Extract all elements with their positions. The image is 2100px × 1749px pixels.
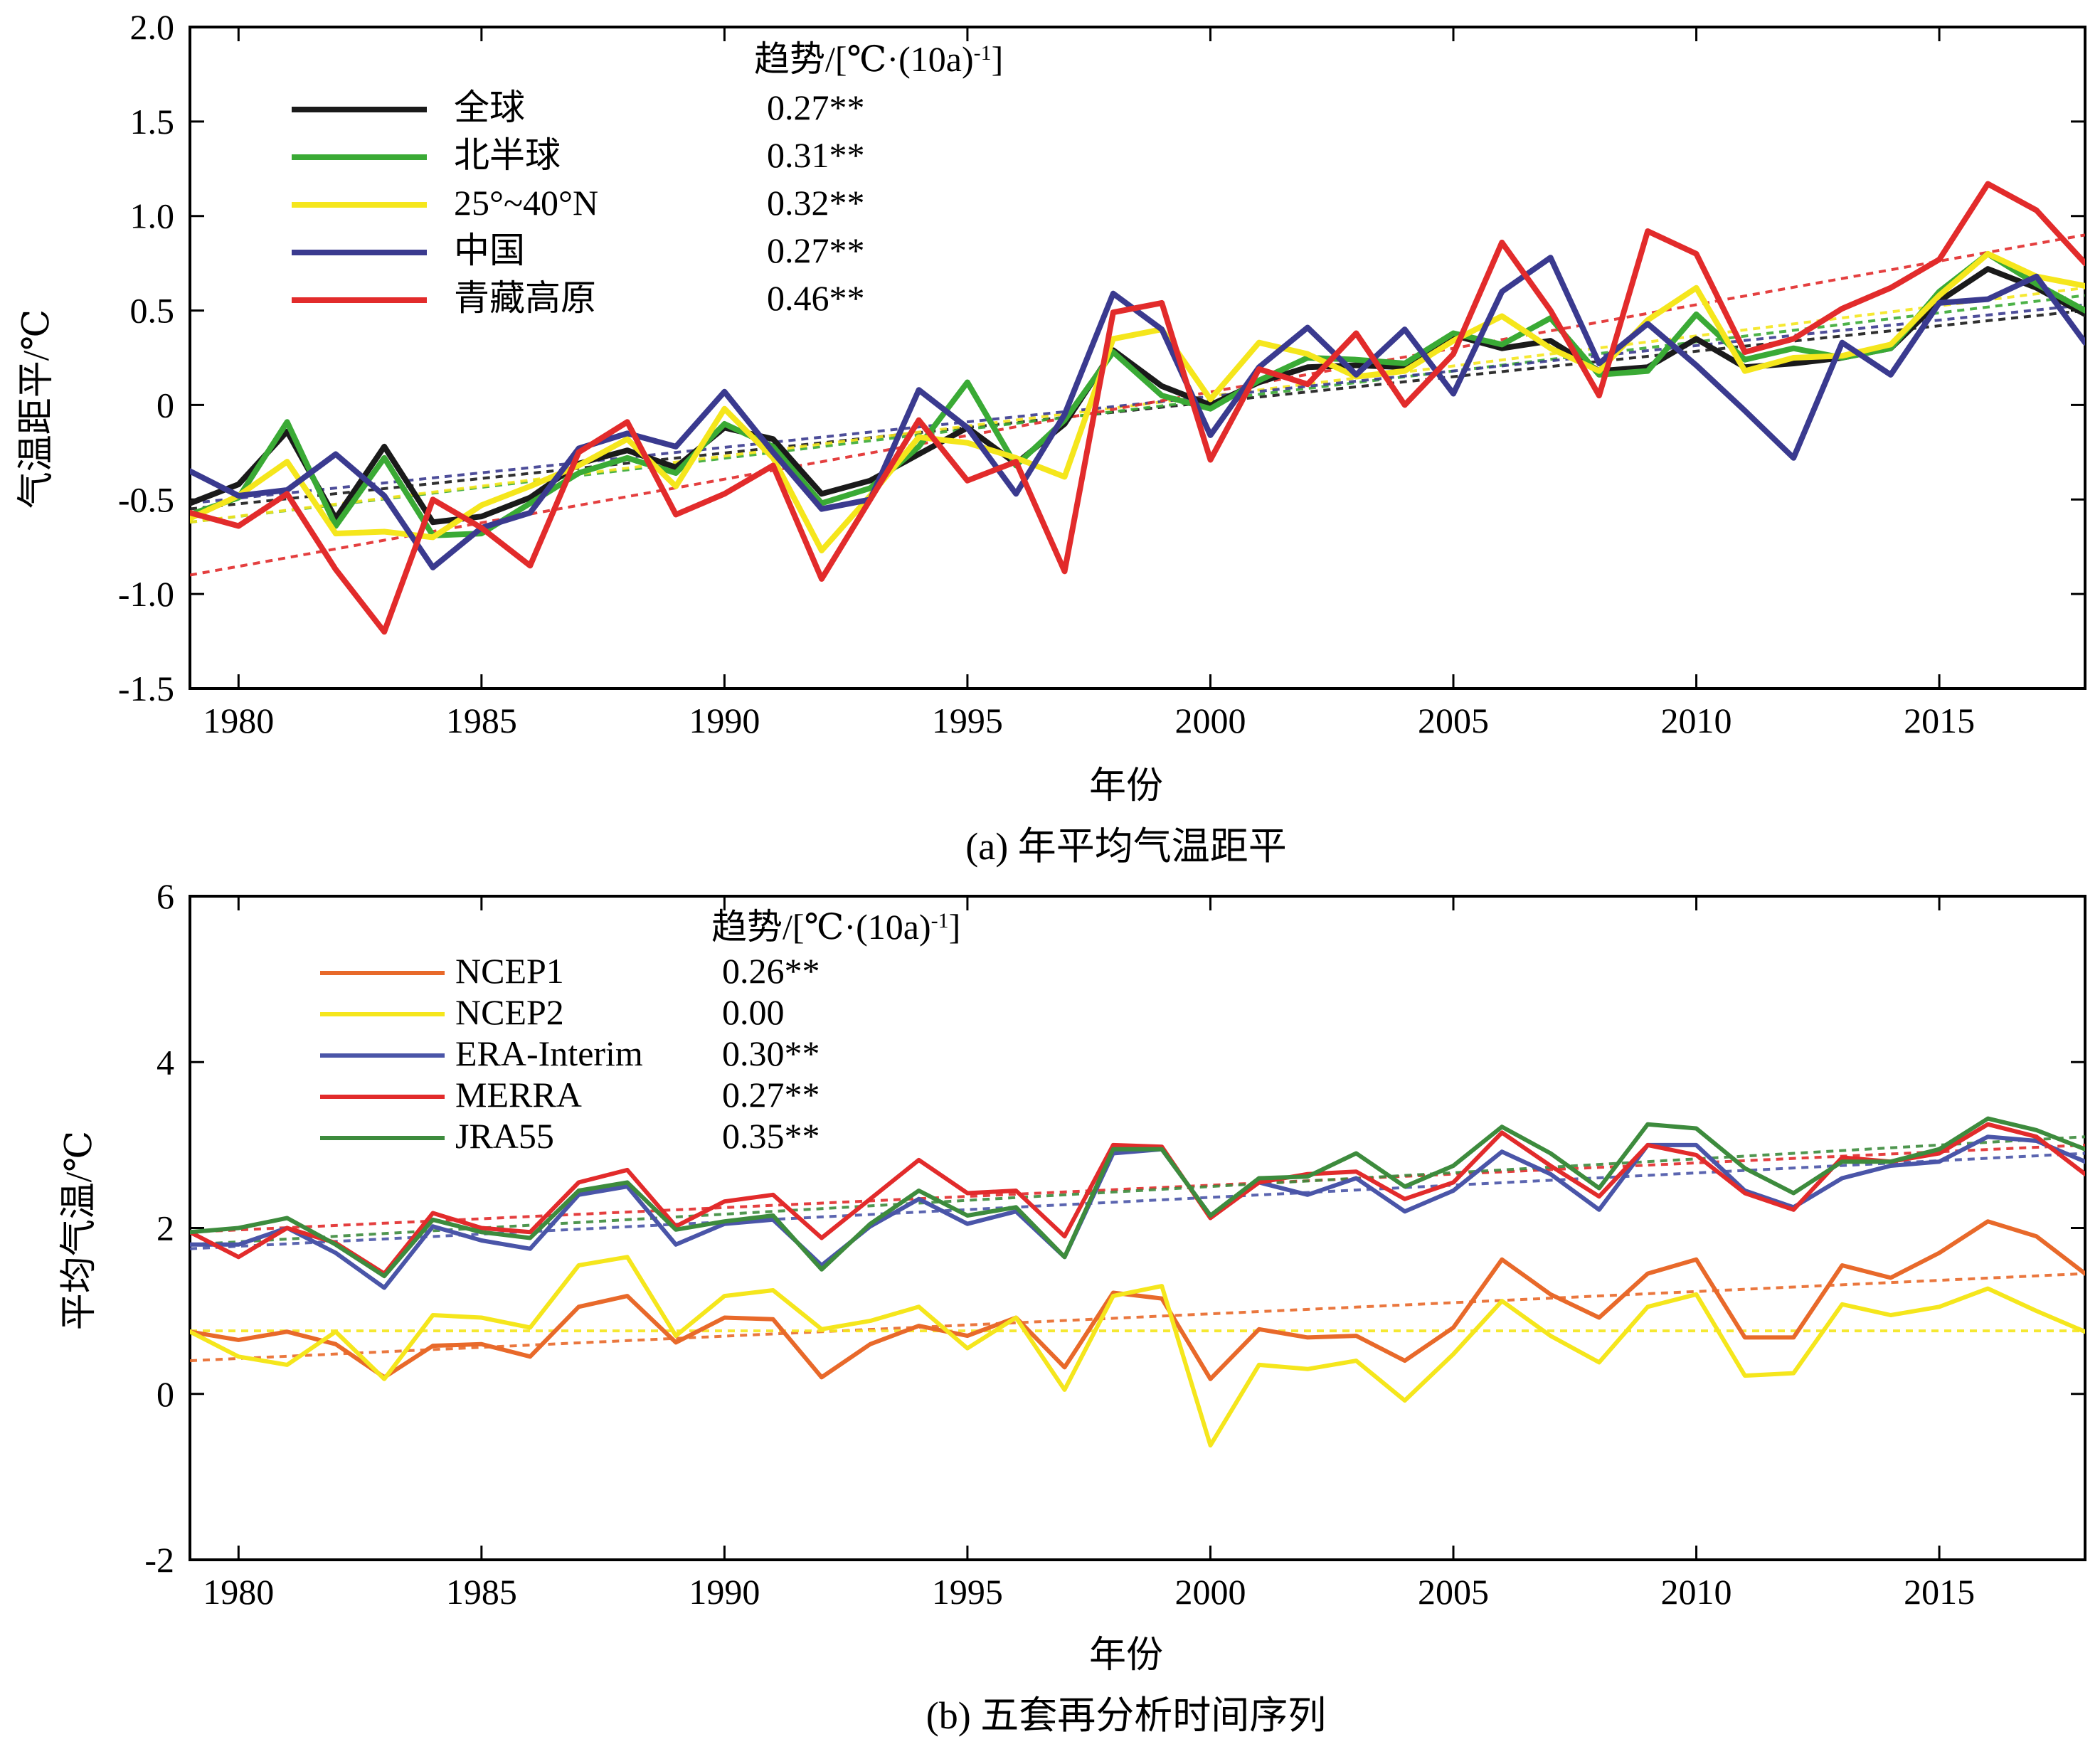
legend-label-b: JRA55 <box>455 1116 554 1156</box>
legend-label-a: 北半球 <box>454 135 561 175</box>
x-tick-label-a: 1980 <box>203 701 274 740</box>
series-line-a <box>190 181 2085 635</box>
legend-trend-b: 0.26** <box>722 951 820 991</box>
legend-label-b: ERA-Interim <box>455 1033 643 1073</box>
x-tick-label-b: 2000 <box>1174 1572 1246 1612</box>
legend-trend-a: 0.32** <box>767 183 865 223</box>
legend-b: 趋势/[℃·(10a)-1] NCEP1 0.26** NCEP2 0.00 ERA-In… <box>320 907 960 1156</box>
y-tick-label-a: 0 <box>157 385 174 425</box>
y-tick-label-a: -0.5 <box>118 479 174 519</box>
x-tick-label-b: 1985 <box>446 1572 517 1612</box>
x-tick-label-b: 1995 <box>932 1572 1003 1612</box>
legend-trend-b: 0.00 <box>722 992 785 1032</box>
series-line-b <box>190 1134 2085 1290</box>
panel-b: 1980 1985 1990 1995 2000 2005 2010 2015 6 4 2 0 -2 趋… <box>59 876 2086 1737</box>
axes-b: 1980 1985 1990 1995 2000 2005 2010 2015 6 4 2 0 -2 <box>144 876 2086 1612</box>
legend-label-a: 25°~40°N <box>454 183 598 223</box>
y-tick-label-a: 2.0 <box>130 7 175 47</box>
y-tick-label-b: 6 <box>157 876 174 916</box>
trend-line-a <box>190 294 2085 524</box>
x-axis-label-b: 年份 <box>1089 1635 1163 1676</box>
y-tick-label-b: 4 <box>157 1042 174 1082</box>
x-tick-label-a: 2000 <box>1174 701 1246 740</box>
legend-label-b: MERRA <box>455 1075 582 1115</box>
legend-trend-b: 0.27** <box>722 1075 820 1115</box>
series-lines-a <box>190 181 2085 635</box>
x-tick-label-a: 1985 <box>446 701 517 740</box>
y-tick-label-a: -1.5 <box>118 669 174 708</box>
x-tick-label-a: 2010 <box>1661 701 1732 740</box>
legend-label-b: NCEP2 <box>455 992 564 1032</box>
chart-title-b: (b) 五套再分析时间序列 <box>926 1694 1326 1737</box>
y-tick-label-b: 2 <box>157 1208 174 1248</box>
series-line-b <box>190 1122 2085 1276</box>
legend-header-a: 趋势/[℃·(10a)-1] <box>754 39 1003 79</box>
trend-line-a <box>190 286 2085 524</box>
legend-trend-a: 0.27** <box>767 230 865 270</box>
legend-trend-a: 0.31** <box>767 135 865 175</box>
legend-label-b: NCEP1 <box>455 951 564 991</box>
x-tick-label-a: 2005 <box>1418 701 1489 740</box>
axes-a: 1980 1985 1990 1995 2000 2005 2010 2015 2.0 1.5 1.… <box>118 7 2086 740</box>
x-tick-label-b: 2005 <box>1418 1572 1489 1612</box>
x-tick-label-b: 1990 <box>689 1572 760 1612</box>
y-tick-label-a: 1.0 <box>130 196 175 236</box>
y-axis-label-a: 气温距平/℃ <box>16 309 57 509</box>
x-axis-label-a: 年份 <box>1089 766 1163 807</box>
trend-line-b <box>190 1143 2085 1234</box>
legend-trend-b: 0.30** <box>722 1033 820 1073</box>
legend-trend-a: 0.27** <box>767 87 865 127</box>
legend-label-a: 青藏高原 <box>454 278 596 318</box>
y-tick-label-b: -2 <box>144 1540 174 1580</box>
trend-lines-b <box>190 1135 2085 1363</box>
y-tick-label-b: 0 <box>157 1374 174 1414</box>
legend-label-a: 中国 <box>454 230 525 270</box>
series-line-a <box>190 255 2085 570</box>
x-tick-label-b: 1980 <box>203 1572 274 1612</box>
x-tick-label-b: 2010 <box>1661 1572 1732 1612</box>
chart-title-a: (a) 年平均气温距平 <box>965 825 1286 868</box>
legend-trend-a: 0.46** <box>767 278 865 318</box>
x-tick-label-a: 2015 <box>1904 701 1975 740</box>
legend-trend-b: 0.35** <box>722 1116 820 1156</box>
trend-line-b <box>190 1272 2085 1363</box>
trend-line-b <box>190 1152 2085 1250</box>
legend-label-a: 全球 <box>454 87 525 127</box>
legend-header-b: 趋势/[℃·(10a)-1] <box>711 907 960 947</box>
plot-frame-a <box>189 26 2086 690</box>
x-tick-label-a: 1990 <box>689 701 760 740</box>
legend-a: 趋势/[℃·(10a)-1] 全球 0.27** 北半球 0.31** 25°~40°N 0… <box>292 39 1003 318</box>
panel-a: 1980 1985 1990 1995 2000 2005 2010 2015 2.0 1.5 1.… <box>16 7 2086 868</box>
y-tick-label-a: 1.5 <box>130 102 175 142</box>
x-tick-label-a: 1995 <box>932 701 1003 740</box>
trend-line-b <box>190 1135 2085 1246</box>
y-axis-label-b: 平均气温/℃ <box>59 1131 100 1331</box>
series-line-b <box>190 1116 2085 1279</box>
series-lines-b <box>190 1116 2085 1448</box>
x-tick-label-b: 2015 <box>1904 1572 1975 1612</box>
series-line-a <box>190 250 2085 553</box>
series-line-b <box>190 1255 2085 1448</box>
y-tick-label-a: -1.0 <box>118 574 174 614</box>
series-line-b <box>190 1219 2085 1381</box>
y-tick-label-a: 0.5 <box>130 291 175 331</box>
